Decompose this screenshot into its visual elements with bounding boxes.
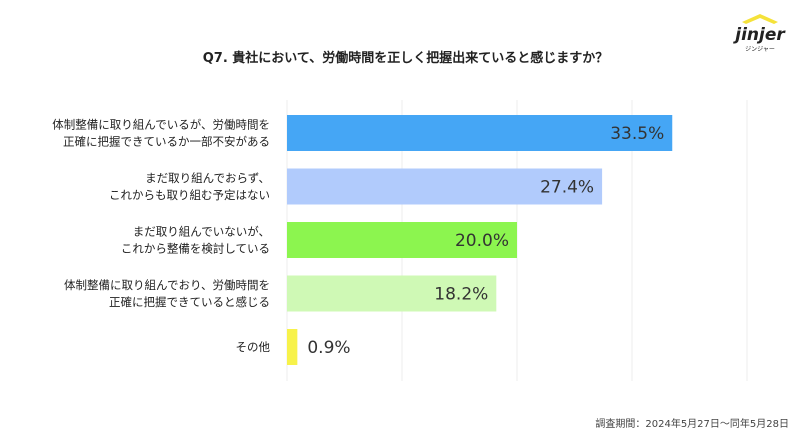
- category-label: これから整備を検討している: [121, 242, 270, 256]
- survey-period: 調査期間：2024年5月27日〜同年5月28日: [595, 419, 789, 430]
- data-label: 33.5%: [610, 124, 664, 144]
- data-label: 20.0%: [455, 231, 509, 251]
- category-label: 正確に把握できているか一部不安がある: [63, 135, 270, 149]
- data-label: 27.4%: [540, 178, 594, 198]
- category-label: これからも取り組む予定はない: [109, 188, 270, 202]
- category-label: 体制整備に取り組んでおり、労働時間を: [64, 278, 270, 292]
- bar: [287, 168, 603, 205]
- data-label: 0.9%: [307, 338, 350, 358]
- bar: [287, 275, 497, 312]
- svg-text:jinjer: jinjer: [732, 25, 786, 45]
- category-label: まだ取り組んでおらず、: [145, 171, 270, 185]
- category-label: その他: [236, 340, 271, 354]
- chart-title: Q7. 貴社において、労働時間を正しく把握出来ていると感じますか？: [202, 51, 609, 66]
- category-label: 体制整備に取り組んでいるが、労働時間を: [52, 118, 270, 132]
- category-label: まだ取り組んでいないが、: [133, 225, 270, 239]
- category-label: 正確に把握できていると感じる: [109, 295, 270, 309]
- data-label: 18.2%: [434, 285, 488, 305]
- bar: [287, 329, 298, 365]
- bar: [287, 115, 673, 151]
- bar: [287, 222, 517, 258]
- jinjer-logo: jinjer ジンジャー: [732, 14, 786, 53]
- svg-text:ジンジャー: ジンジャー: [745, 46, 775, 53]
